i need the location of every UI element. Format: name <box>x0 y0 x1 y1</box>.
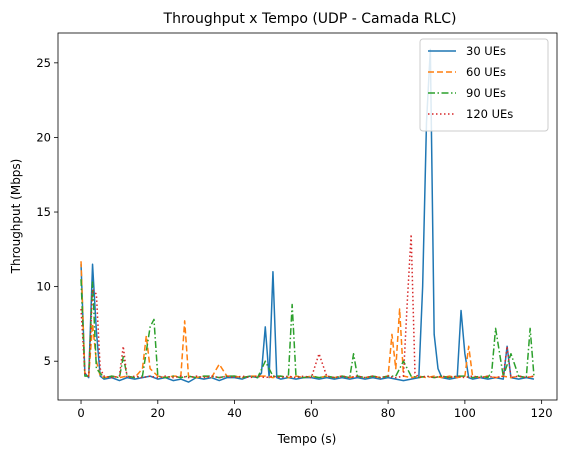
x-tick-label: 100 <box>454 406 476 420</box>
x-axis-label: Tempo (s) <box>277 432 337 446</box>
legend-label: 60 UEs <box>466 65 506 79</box>
y-tick-label: 15 <box>36 205 51 219</box>
y-axis: 5 10 15 20 25 <box>36 56 58 368</box>
plot-area <box>80 48 535 383</box>
y-tick-label: 5 <box>44 354 51 368</box>
series-line-120-ues <box>80 233 535 379</box>
legend-label: 30 UEs <box>466 44 506 58</box>
x-tick-label: 0 <box>77 406 84 420</box>
x-tick-label: 20 <box>150 406 165 420</box>
legend-label: 120 UEs <box>466 107 513 121</box>
x-tick-label: 60 <box>304 406 319 420</box>
legend-box <box>419 38 549 132</box>
y-tick-label: 25 <box>36 56 51 70</box>
series-line-90-ues <box>80 279 535 379</box>
legend: 30 UEs 60 UEs 90 UEs 120 UEs <box>419 38 549 132</box>
x-axis: 0 20 40 60 80 100 120 <box>77 400 553 420</box>
axes-frame <box>57 32 558 401</box>
series-line-60-ues <box>80 261 535 379</box>
y-tick-label: 20 <box>36 130 51 144</box>
y-axis-label: Throughput (Mbps) <box>9 159 23 275</box>
y-tick-label: 10 <box>36 280 51 294</box>
x-tick-label: 80 <box>381 406 396 420</box>
x-tick-label: 40 <box>227 406 242 420</box>
x-tick-label: 120 <box>531 406 553 420</box>
chart-title: Throughput x Tempo (UDP - Camada RLC) <box>163 11 457 27</box>
legend-label: 90 UEs <box>466 86 506 100</box>
